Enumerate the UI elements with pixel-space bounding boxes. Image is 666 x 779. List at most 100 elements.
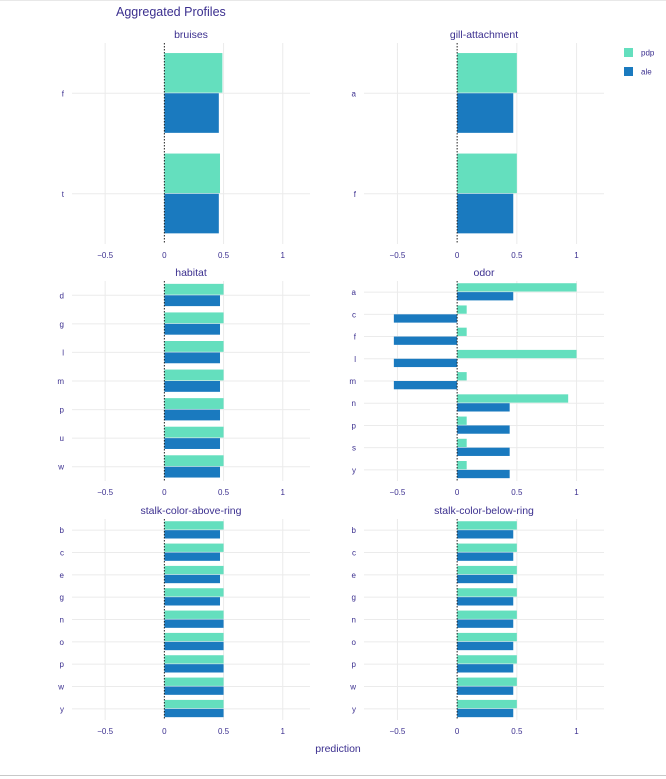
top-border xyxy=(0,0,666,1)
panel-bruises-ytick-label: t xyxy=(62,190,65,199)
panel-odor-ytick-label: n xyxy=(352,399,356,408)
panel-odor-bar-ale-p xyxy=(457,425,510,434)
panel-stalk-color-below-ring-bar-ale-o xyxy=(457,641,514,651)
panel-stalk-color-below-ring-xtick-label: 0 xyxy=(455,727,460,736)
panel-habitat-bar-ale-d xyxy=(164,295,221,307)
panel-stalk-color-above-ring-bar-pdp-e xyxy=(164,565,224,575)
panel-odor-bar-ale-l xyxy=(393,358,458,368)
panel-habitat-bar-pdp-l xyxy=(164,341,224,352)
panel-bruises-ytick-label: f xyxy=(62,89,65,98)
panel-habitat-xtick-label: 0 xyxy=(162,488,167,497)
panel-stalk-color-below-ring-ytick-label: o xyxy=(352,638,357,647)
panel-stalk-color-below-ring-ytick-label: c xyxy=(352,549,356,558)
panel-stalk-color-above-ring-bar-ale-c xyxy=(164,552,221,561)
panel-odor-xtick-label: −0.5 xyxy=(390,488,406,497)
panel-habitat-bar-ale-g xyxy=(164,323,221,335)
panel-bruises-xtick-label: −0.5 xyxy=(97,251,113,260)
panel-bruises-bar-ale-f xyxy=(164,93,219,133)
panel-habitat-xtick-label: 1 xyxy=(281,488,286,497)
panel-gill-attachment-ytick-label: f xyxy=(354,190,357,199)
panel-gill-attachment-xtick-label: −0.5 xyxy=(390,251,406,260)
panel-odor-bar-ale-f xyxy=(393,336,458,345)
panel-odor-bar-ale-a xyxy=(457,292,514,301)
legend-swatch-ale xyxy=(624,67,633,76)
panel-stalk-color-above-ring-bar-ale-e xyxy=(164,574,221,584)
panel-stalk-color-below-ring-bar-ale-n xyxy=(457,619,514,628)
panel-gill-attachment-bar-pdp-f xyxy=(457,153,517,194)
panel-bruises-xtick-label: 1 xyxy=(281,251,286,260)
panel-stalk-color-below-ring-bar-pdp-y xyxy=(457,699,517,709)
panel-stalk-color-below-ring-ytick-label: n xyxy=(352,616,356,625)
panel-odor-bar-pdp-a xyxy=(457,283,577,292)
panel-odor-ytick-label: c xyxy=(352,310,356,319)
panel-stalk-color-above-ring-bar-pdp-w xyxy=(164,677,224,686)
panel-odor-ytick-label: a xyxy=(352,288,357,297)
panel-stalk-color-below-ring-bar-pdp-g xyxy=(457,588,517,597)
panel-bruises-bar-pdp-t xyxy=(164,153,221,194)
panel-gill-attachment-title: gill-attachment xyxy=(450,29,518,41)
panel-odor-bar-ale-c xyxy=(393,314,458,323)
panel-stalk-color-below-ring-bar-pdp-e xyxy=(457,565,517,575)
panel-habitat-bar-ale-u xyxy=(164,438,221,449)
panel-stalk-color-below-ring-bar-pdp-p xyxy=(457,655,517,664)
panel-stalk-color-above-ring-ytick-label: y xyxy=(60,705,64,714)
panel-odor-bar-pdp-n xyxy=(457,394,569,403)
panel-habitat-bar-ale-l xyxy=(164,352,221,364)
panel-odor-ytick-label: l xyxy=(354,355,356,364)
panel-odor-ytick-label: f xyxy=(354,333,357,342)
panel-odor-bar-pdp-c xyxy=(457,305,467,314)
panel-odor-bar-pdp-p xyxy=(457,416,467,425)
panel-stalk-color-above-ring-bar-pdp-g xyxy=(164,588,224,597)
panel-stalk-color-above-ring-bar-pdp-p xyxy=(164,655,224,664)
panel-stalk-color-above-ring-xtick-label: 0 xyxy=(162,727,167,736)
panel-habitat-ytick-label: d xyxy=(60,291,64,300)
panel-stalk-color-above-ring-bar-ale-g xyxy=(164,597,221,606)
panel-gill-attachment-bar-ale-a xyxy=(457,93,514,133)
panel-odor-bar-pdp-l xyxy=(457,349,577,359)
panel-gill-attachment-xtick-label: 1 xyxy=(574,251,579,260)
panel-odor-xtick-label: 1 xyxy=(574,488,579,497)
panel-habitat-bar-ale-m xyxy=(164,381,221,392)
panel-stalk-color-above-ring-bar-ale-b xyxy=(164,530,221,539)
panel-bruises-xtick-label: 0.5 xyxy=(218,251,230,260)
panel-habitat-bar-pdp-d xyxy=(164,283,224,295)
panel-stalk-color-below-ring-bar-pdp-n xyxy=(457,610,517,619)
panel-habitat-ytick-label: u xyxy=(60,434,64,443)
panel-habitat-bar-ale-p xyxy=(164,409,221,421)
panel-odor-bar-pdp-f xyxy=(457,327,467,336)
panel-stalk-color-above-ring-bar-ale-o xyxy=(164,641,224,651)
panel-stalk-color-below-ring-xtick-label: −0.5 xyxy=(390,727,406,736)
panel-stalk-color-above-ring-ytick-label: b xyxy=(60,526,65,535)
panel-stalk-color-below-ring-bar-ale-g xyxy=(457,597,514,606)
panel-stalk-color-above-ring-bar-pdp-c xyxy=(164,543,224,552)
panel-stalk-color-below-ring-ytick-label: g xyxy=(352,593,356,602)
panel-stalk-color-below-ring-ytick-label: w xyxy=(349,683,356,692)
panel-stalk-color-above-ring-bar-pdp-b xyxy=(164,521,224,530)
panel-stalk-color-below-ring-bar-ale-c xyxy=(457,552,514,561)
bottom-border xyxy=(0,775,666,776)
panel-gill-attachment-xtick-label: 0 xyxy=(455,251,460,260)
chart-title: Aggregated Profiles xyxy=(116,5,226,19)
panel-stalk-color-below-ring-xtick-label: 1 xyxy=(574,727,579,736)
panel-odor-ytick-label: y xyxy=(352,466,356,475)
panel-habitat-bar-pdp-m xyxy=(164,369,224,381)
panel-stalk-color-below-ring-bar-ale-y xyxy=(457,708,514,718)
panel-bruises-xtick-label: 0 xyxy=(162,251,167,260)
panel-habitat-ytick-label: m xyxy=(57,377,64,386)
panel-odor-xtick-label: 0.5 xyxy=(511,488,523,497)
panel-stalk-color-above-ring-ytick-label: p xyxy=(60,660,65,669)
panel-stalk-color-above-ring-ytick-label: n xyxy=(60,616,64,625)
panel-stalk-color-above-ring-xtick-label: 1 xyxy=(281,727,286,736)
panel-habitat-ytick-label: w xyxy=(57,463,64,472)
legend-label-pdp: pdp xyxy=(641,49,655,58)
panel-habitat-bar-pdp-u xyxy=(164,426,224,438)
panel-stalk-color-below-ring-bar-pdp-b xyxy=(457,521,517,530)
panel-stalk-color-above-ring-xtick-label: −0.5 xyxy=(97,727,113,736)
panel-habitat-title: habitat xyxy=(175,267,207,279)
panel-habitat-bar-pdp-w xyxy=(164,455,224,467)
panel-odor-bar-ale-s xyxy=(457,447,510,456)
panel-stalk-color-above-ring-ytick-label: g xyxy=(60,593,64,602)
panel-stalk-color-below-ring-ytick-label: p xyxy=(352,660,357,669)
panel-stalk-color-below-ring-bar-ale-p xyxy=(457,664,514,673)
